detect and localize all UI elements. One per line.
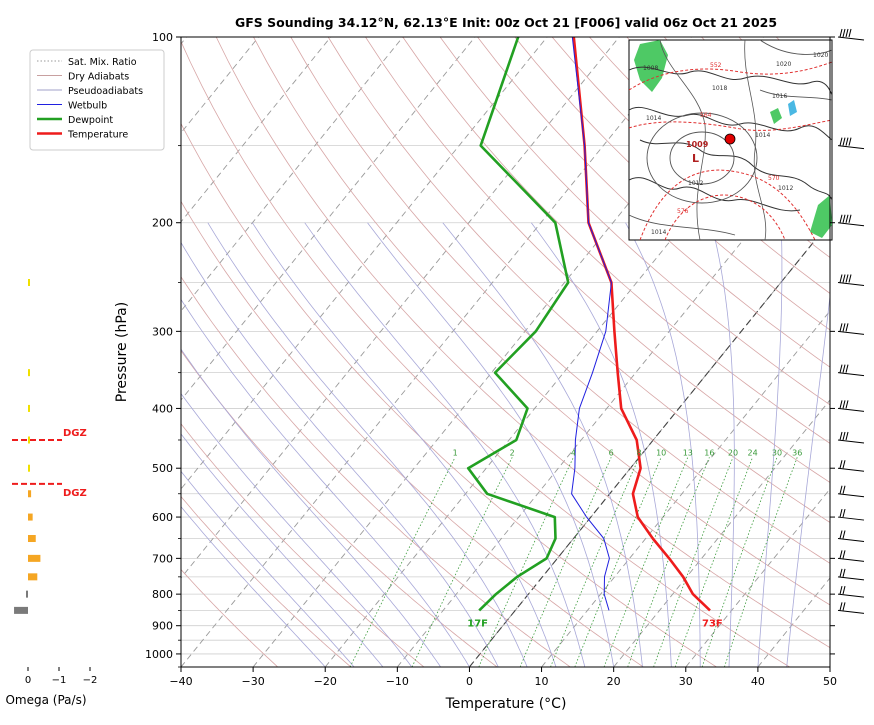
- y-tick-label: 700: [152, 552, 173, 565]
- y-tick-label: 200: [152, 217, 173, 230]
- omega-axis-label: Omega (Pa/s): [5, 693, 86, 707]
- map-isobar-label: 1012: [688, 180, 703, 187]
- omega-tick-label: −1: [52, 675, 67, 686]
- mixing-ratio-label: 2: [510, 448, 515, 457]
- x-axis-label: Temperature (°C): [445, 696, 567, 712]
- omega-bar: [28, 535, 36, 542]
- omega-bar: [14, 607, 28, 614]
- omega-bar: [28, 514, 33, 521]
- surface-dewpoint-label: 17F: [467, 618, 488, 629]
- omega-bar: [28, 490, 31, 497]
- x-tick-label: −10: [386, 675, 409, 688]
- map-isobar-label: 1020: [776, 61, 791, 68]
- mixing-ratio-label: 24: [747, 448, 757, 457]
- map-isobar-label: 1014: [755, 132, 770, 139]
- x-tick-label: 40: [751, 675, 765, 688]
- y-tick-label: 100: [152, 31, 173, 44]
- x-tick-label: −20: [314, 675, 337, 688]
- omega-bar: [28, 405, 30, 412]
- mixing-ratio-label: 13: [683, 448, 693, 457]
- map-isobar-label: 1016: [772, 93, 787, 100]
- map-height-label: 564: [700, 112, 712, 119]
- map-isobar-label: 1018: [712, 85, 727, 92]
- legend-label: Dewpoint: [68, 115, 113, 126]
- x-tick-label: 10: [535, 675, 549, 688]
- y-tick-label: 900: [152, 620, 173, 633]
- mixing-ratio-label: 16: [704, 448, 714, 457]
- y-axis-label: Pressure (hPa): [114, 302, 130, 402]
- map-height-label: 552: [710, 62, 722, 69]
- omega-bar: [28, 436, 30, 443]
- legend-label: Dry Adiabats: [68, 72, 129, 83]
- legend-label: Wetbulb: [68, 101, 107, 112]
- omega-tick-label: 0: [25, 675, 31, 686]
- x-tick-label: 20: [607, 675, 621, 688]
- x-tick-label: 0: [466, 675, 473, 688]
- dgz-label: DGZ: [63, 488, 87, 499]
- map-height-label: 576: [677, 208, 689, 215]
- omega-bar: [28, 369, 30, 376]
- omega-bar: [26, 591, 28, 598]
- legend-label: Temperature: [67, 130, 128, 141]
- x-tick-label: −40: [169, 675, 192, 688]
- legend-label: Sat. Mix. Ratio: [68, 57, 137, 68]
- map-isobar-label: 1014: [651, 229, 666, 236]
- omega-bar: [28, 279, 30, 286]
- surface-temp-label: 73F: [702, 618, 723, 629]
- y-tick-label: 600: [152, 511, 173, 524]
- y-tick-label: 300: [152, 325, 173, 338]
- y-tick-label: 500: [152, 462, 173, 475]
- map-isobar-label: 1020: [813, 52, 828, 59]
- y-tick-label: 400: [152, 402, 173, 415]
- map-isobar-label: 1012: [778, 185, 793, 192]
- mixing-ratio-label: 4: [571, 448, 576, 457]
- omega-bar: [28, 465, 30, 472]
- map-isobar-label: 1008: [643, 65, 658, 72]
- mixing-ratio-label: 20: [728, 448, 738, 457]
- mixing-ratio-label: 36: [792, 448, 802, 457]
- mixing-ratio-label: 1: [453, 448, 458, 457]
- location-marker: [725, 134, 735, 144]
- mixing-ratio-label: 10: [656, 448, 666, 457]
- chart-title: GFS Sounding 34.12°N, 62.13°E Init: 00z …: [235, 15, 777, 30]
- x-tick-label: 50: [823, 675, 837, 688]
- x-tick-label: 30: [679, 675, 693, 688]
- map-isobar-label: 1014: [646, 115, 661, 122]
- mixing-ratio-label: 30: [772, 448, 782, 457]
- legend-label: Pseudoadiabats: [68, 86, 143, 97]
- x-tick-label: −30: [242, 675, 265, 688]
- y-tick-label: 1000: [145, 648, 173, 661]
- omega-tick-label: −2: [83, 675, 98, 686]
- omega-bar: [28, 555, 40, 562]
- map-low-letter: L: [692, 152, 699, 165]
- mixing-ratio-label: 6: [609, 448, 614, 457]
- mixing-ratio-label: 8: [637, 448, 642, 457]
- y-tick-label: 800: [152, 588, 173, 601]
- map-low-value: 1009: [686, 140, 709, 149]
- omega-bar: [28, 573, 37, 580]
- inset-map: 552 564 570 576 1008 1020 1020 1018 1016…: [629, 40, 832, 240]
- dgz-label: DGZ: [63, 428, 87, 439]
- map-height-label: 570: [768, 175, 780, 182]
